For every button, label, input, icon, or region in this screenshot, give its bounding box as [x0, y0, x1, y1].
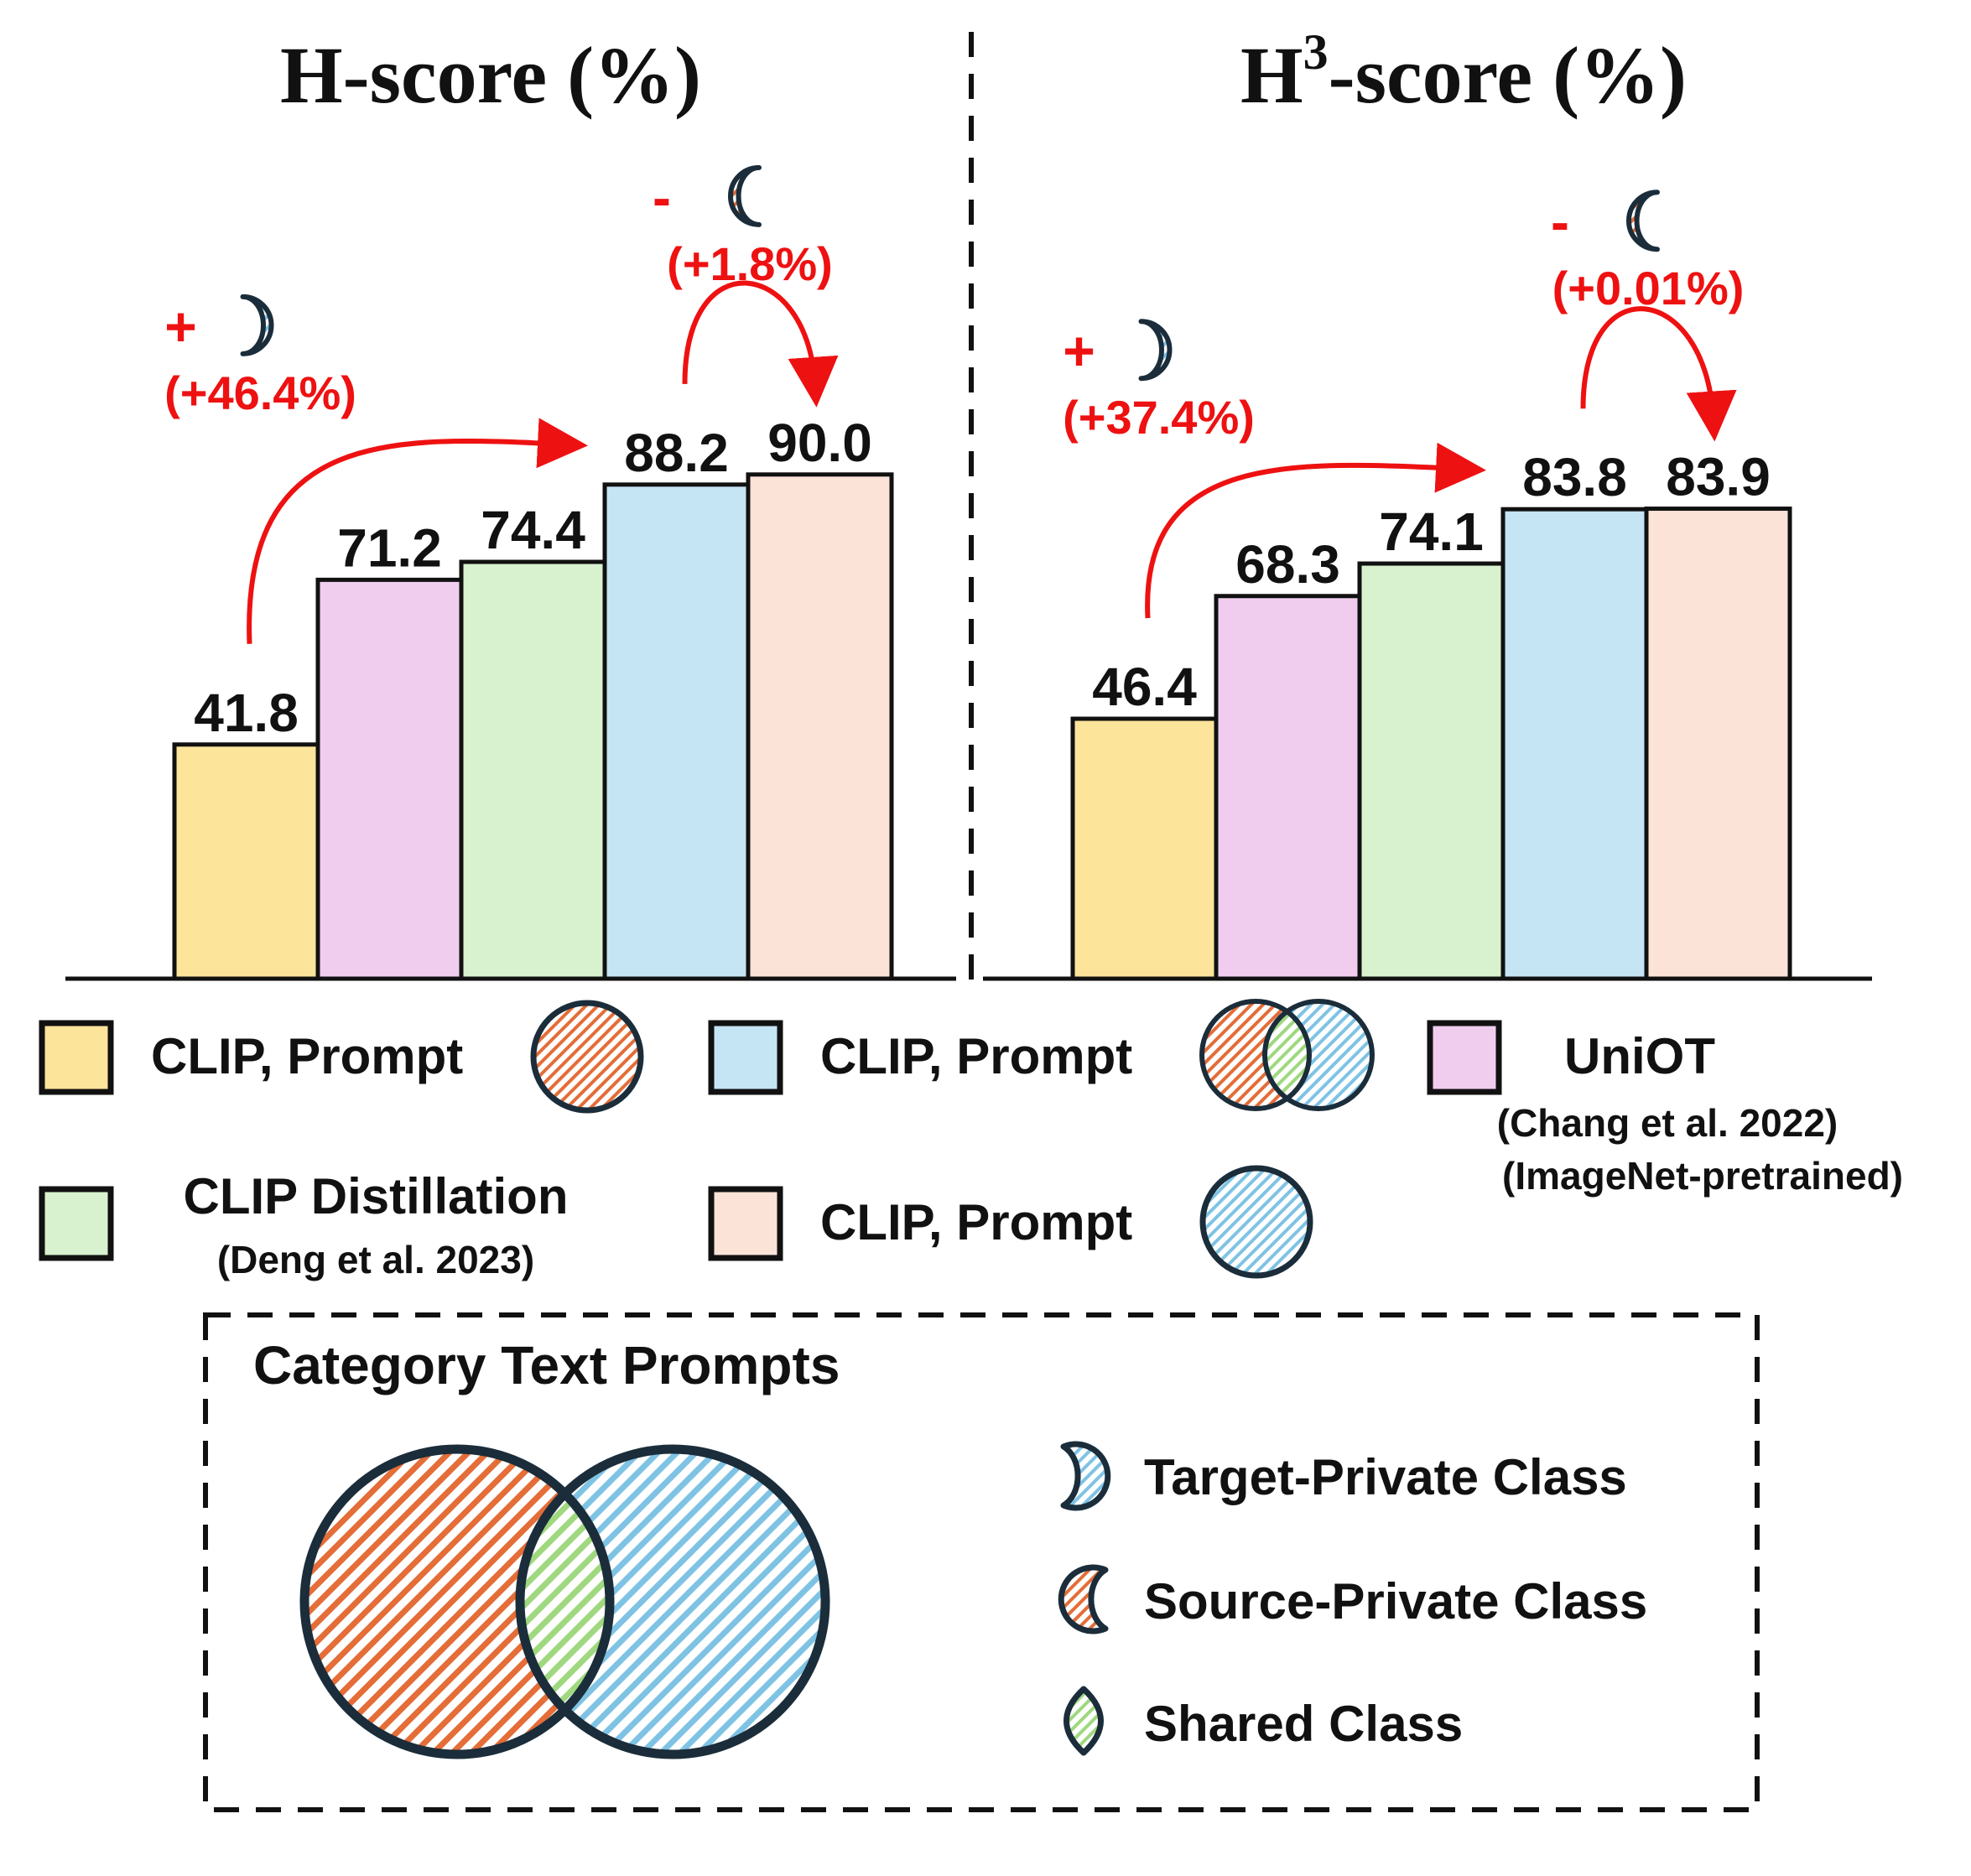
h-score-bar-clip-prompt-target: [746, 472, 894, 981]
h3-score-bar-clip-prompt-target: [1644, 507, 1792, 981]
h3-score-annotation-sign-0: +: [1063, 320, 1095, 382]
legend-swatch-pink: [1427, 1020, 1502, 1095]
shared-class-icon: [1064, 1686, 1104, 1756]
h-score-annotation-source-private-icon: [728, 164, 762, 227]
h-score-value-label-clip-prompt-source: 41.8: [194, 683, 299, 743]
union-circles-icon: [1199, 999, 1375, 1111]
legend-label-clip-distillation: CLIP Distillation: [184, 1168, 569, 1224]
h3-score-title: H3-score (%): [1240, 24, 1687, 120]
source-private-label: Source-Private Class: [1144, 1573, 1647, 1629]
h-score-annotation-sign-0: +: [164, 295, 197, 357]
h-score-value-label-clip-distillation: 74.4: [481, 500, 585, 560]
target-private-icon: [1060, 1441, 1111, 1511]
category-prompts-box: Category Text Prompts Target-Private Cla…: [203, 1312, 1760, 1812]
legend-label-clip-prompt-target: CLIP, Prompt: [820, 1194, 1132, 1250]
target-circle-icon: [1199, 1165, 1313, 1279]
h3-score-annotation-text-0: (+37.4%): [1063, 391, 1255, 444]
legend-sub-uniot-pretrain: (ImageNet-pretrained): [1502, 1154, 1903, 1198]
venn-source-circle: [304, 1449, 610, 1754]
legend-sub-deng: (Deng et al. 2023): [217, 1238, 534, 1281]
h-score-arrow-add-target: [247, 418, 588, 644]
h3-score-arrow-remove-source: [1580, 306, 1737, 442]
legend-swatch-green: [39, 1186, 114, 1261]
venn-target-circle: [520, 1449, 825, 1754]
h3-score-value-label-clip-distillation: 74.1: [1379, 501, 1484, 562]
h-score-bars: 41.8 71.2 74.4 88.2 90.0: [172, 413, 894, 981]
h3-title-sup: 3: [1303, 24, 1329, 80]
h3-score-value-label-clip-prompt-target: 83.9: [1666, 447, 1771, 507]
h3-score-arrow-add-target: [1145, 442, 1486, 619]
h3-score-annotation-target-private-icon: [1138, 319, 1173, 382]
h-score-bar-uniot: [315, 577, 464, 981]
shared-class-label: Shared Class: [1144, 1696, 1463, 1752]
h-score-bar-clip-prompt-source: [172, 742, 320, 981]
h3-score-value-label-uniot: 68.3: [1235, 534, 1340, 595]
h-score-bar-clip-distillation: [459, 559, 607, 981]
h-score-annotation-text-0: (+46.4%): [164, 366, 356, 419]
h-score-value-label-clip-prompt-target: 90.0: [767, 413, 872, 473]
h3-title-h: H: [1240, 30, 1303, 120]
prompt-box-title: Category Text Prompts: [253, 1335, 840, 1395]
h-score-annotation-target-private-icon: [240, 294, 274, 356]
legend-label-clip-prompt-source: CLIP, Prompt: [151, 1028, 463, 1084]
h3-score-bars: 46.4 68.3 74.1 83.8 83.9: [1070, 447, 1792, 981]
h-score-title: H-score (%): [280, 30, 701, 120]
h3-score-bar-clip-prompt-union: [1500, 507, 1649, 981]
h-score-value-label-uniot: 71.2: [337, 517, 442, 578]
h3-score-annotations: + (+37.4%) - (+0.01%): [1063, 190, 1745, 619]
h3-title-rest: -score (%): [1329, 30, 1687, 120]
legend-swatch-blue: [708, 1020, 783, 1095]
source-circle-icon: [530, 1000, 644, 1114]
h3-score-bar-clip-prompt-source: [1070, 716, 1219, 981]
h-score-bar-clip-prompt-union: [602, 482, 751, 981]
h-score-arrow-remove-source: [682, 280, 839, 408]
h3-score-bar-clip-distillation: [1357, 561, 1506, 981]
legend-swatch-peach: [708, 1186, 783, 1261]
legend-swatch-yellow: [39, 1020, 114, 1095]
legend-label-clip-prompt-union: CLIP, Prompt: [820, 1028, 1132, 1084]
h-score-annotations: + (+46.4%) - (+1.8%): [164, 164, 839, 644]
target-private-label: Target-Private Class: [1144, 1449, 1627, 1505]
h-score-annotation-text-1: (+1.8%): [667, 237, 833, 290]
h3-score-annotation-sign-1: -: [1551, 190, 1569, 252]
h-score-value-label-clip-prompt-union: 88.2: [624, 423, 729, 483]
legend-sub-uniot-ref: (Chang et al. 2022): [1497, 1101, 1838, 1145]
h3-score-value-label-clip-prompt-union: 83.8: [1522, 447, 1627, 507]
h3-score-bar-uniot: [1214, 594, 1362, 981]
h3-score-annotation-source-private-icon: [1626, 190, 1660, 252]
h3-score-value-label-clip-prompt-source: 46.4: [1092, 657, 1197, 717]
prompt-box-border: [203, 1312, 1760, 1812]
legend: CLIP, Prompt CLIP, Prompt UniOT (Chang e…: [39, 999, 1903, 1281]
legend-label-uniot: UniOT: [1564, 1028, 1715, 1084]
source-private-icon: [1058, 1564, 1109, 1634]
h-score-annotation-sign-1: -: [653, 166, 671, 228]
h3-score-annotation-text-1: (+0.01%): [1552, 262, 1745, 314]
venn-diagram: [299, 1444, 830, 1759]
